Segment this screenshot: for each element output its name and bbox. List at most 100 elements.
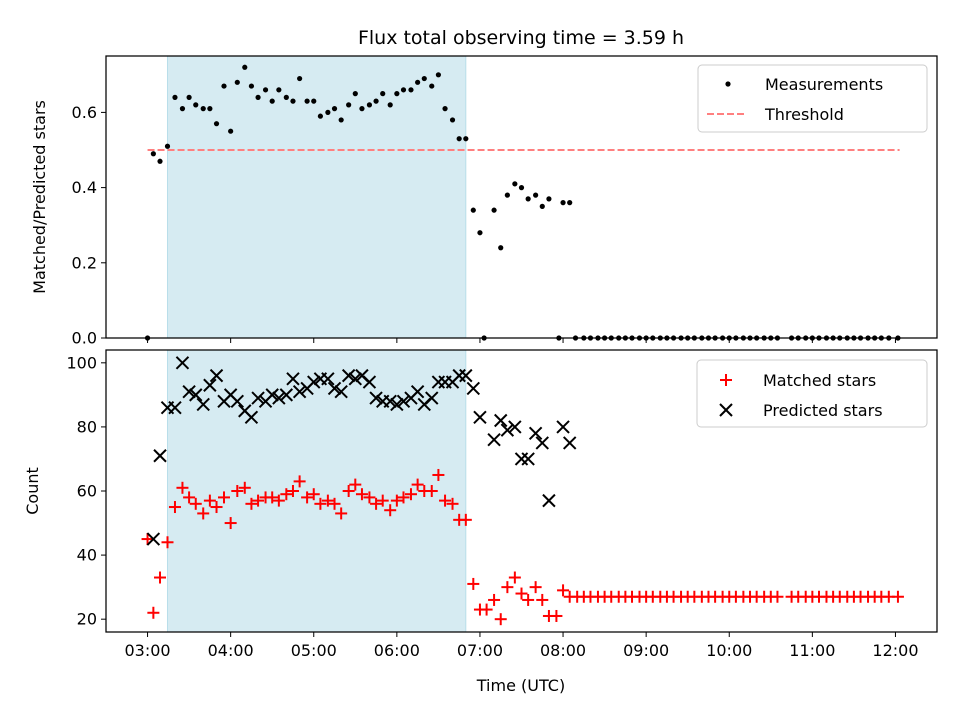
bottom-y-tick-label: 20 xyxy=(77,610,97,629)
measurement-point xyxy=(359,106,365,112)
matched-stars-point xyxy=(480,603,493,616)
matched-stars-point xyxy=(293,475,306,488)
predicted-stars-point xyxy=(508,420,522,434)
predicted-stars-point xyxy=(251,391,265,405)
measurement-point xyxy=(304,98,310,104)
measurement-point xyxy=(213,121,220,127)
predicted-stars-point xyxy=(209,368,224,383)
matched-stars-point xyxy=(307,488,320,501)
measurement-point xyxy=(157,158,163,164)
bottom-legend-box xyxy=(696,359,928,428)
predicted-stars-point xyxy=(383,394,397,408)
matched-stars-point xyxy=(266,491,279,504)
matched-stars-point xyxy=(314,497,327,510)
matched-stars-point xyxy=(224,517,237,530)
matched-stars-point xyxy=(231,485,244,497)
predicted-stars-point xyxy=(272,391,286,405)
matched-stars-point xyxy=(536,593,549,606)
measurement-point xyxy=(186,94,192,100)
matched-stars-point xyxy=(335,507,348,520)
legend-measurements-label: Measurements xyxy=(765,75,883,94)
top-y-tick-label: 0.2 xyxy=(72,253,97,272)
predicted-stars-point xyxy=(466,381,481,396)
predicted-stars-point xyxy=(348,372,363,386)
measurement-point xyxy=(331,106,338,112)
top-y-tick-label: 0.0 xyxy=(72,329,97,348)
measurement-point xyxy=(421,75,427,82)
measurement-point xyxy=(283,94,289,100)
measurement-point xyxy=(415,79,421,85)
matched-stars-point xyxy=(515,587,528,600)
measurement-point xyxy=(518,185,525,191)
predicted-stars-point xyxy=(153,449,167,463)
x-tick-label: 10:00 xyxy=(706,641,752,660)
predicted-stars-point xyxy=(535,436,549,450)
chart-title: Flux total observing time = 3.59 h xyxy=(358,27,684,49)
x-tick-label: 09:00 xyxy=(623,641,669,660)
measurement-point xyxy=(366,102,373,108)
matched-stars-point xyxy=(154,571,167,584)
matched-stars-point xyxy=(176,481,189,494)
measurement-point xyxy=(207,106,213,112)
matched-stars-point xyxy=(488,593,501,606)
bottom-y-tick-label: 100 xyxy=(66,353,97,372)
matched-stars-point xyxy=(183,491,196,504)
predicted-stars-point xyxy=(514,452,529,466)
measurement-point xyxy=(400,87,407,93)
matched-stars-point xyxy=(384,504,397,517)
predicted-stars-point xyxy=(459,368,473,383)
measurement-point xyxy=(442,106,448,112)
bottom-axes-frame xyxy=(105,349,938,633)
legend-measurements-marker xyxy=(725,81,731,87)
top-y-tick-label: 0.6 xyxy=(72,103,97,122)
x-tick-label: 03:00 xyxy=(124,641,170,660)
legend-matched-label: Matched stars xyxy=(763,371,876,390)
bottom-y-tick-label: 80 xyxy=(77,417,97,436)
matched-stars-point xyxy=(501,581,514,594)
measurement-point xyxy=(546,196,552,202)
matched-stars-point xyxy=(321,494,334,507)
predicted-stars-point xyxy=(175,356,190,370)
matched-stars-point xyxy=(252,494,265,507)
matched-stars-point xyxy=(446,497,459,510)
measurement-point xyxy=(435,72,441,78)
bottom-shaded-span xyxy=(166,349,467,633)
top-y-axis-label: Matched/Predicted stars xyxy=(30,100,49,294)
legend-threshold-label: Threshold xyxy=(764,105,844,124)
measurement-point xyxy=(311,98,317,104)
matched-stars-point xyxy=(203,494,216,507)
matched-stars-point xyxy=(459,513,472,526)
matched-stars-point xyxy=(286,485,299,497)
predicted-stars-point xyxy=(182,384,196,399)
matched-stars-point xyxy=(189,497,202,510)
x-tick-label: 06:00 xyxy=(374,641,420,660)
predicted-stars-point xyxy=(487,433,501,447)
matched-stars-point xyxy=(301,491,314,504)
measurement-point xyxy=(504,192,510,198)
matched-stars-point xyxy=(550,609,563,622)
predicted-stars-point xyxy=(279,388,294,402)
matched-stars-point xyxy=(404,488,417,501)
matched-stars-point xyxy=(891,590,904,603)
measurement-point xyxy=(429,83,435,89)
predicted-stars-point xyxy=(168,400,182,415)
measurement-point xyxy=(539,203,545,209)
measurement-point xyxy=(498,245,504,251)
top-y-tick-label: 0.4 xyxy=(72,178,97,197)
predicted-stars-point xyxy=(521,452,535,466)
predicted-stars-point xyxy=(334,384,348,399)
measurement-point xyxy=(346,102,352,108)
measurement-point xyxy=(338,117,344,123)
measurement-point xyxy=(276,87,282,93)
predicted-stars-point xyxy=(286,372,300,386)
top-shaded-span xyxy=(166,55,467,339)
matched-stars-point xyxy=(439,494,452,507)
measurement-point xyxy=(491,207,497,213)
matched-stars-point xyxy=(771,590,784,603)
bottom-x-axis-label: Time (UTC) xyxy=(476,676,565,695)
measurement-point xyxy=(533,192,539,198)
predicted-stars-point xyxy=(528,426,543,441)
measurement-point xyxy=(200,106,206,112)
matched-stars-point xyxy=(238,481,251,494)
